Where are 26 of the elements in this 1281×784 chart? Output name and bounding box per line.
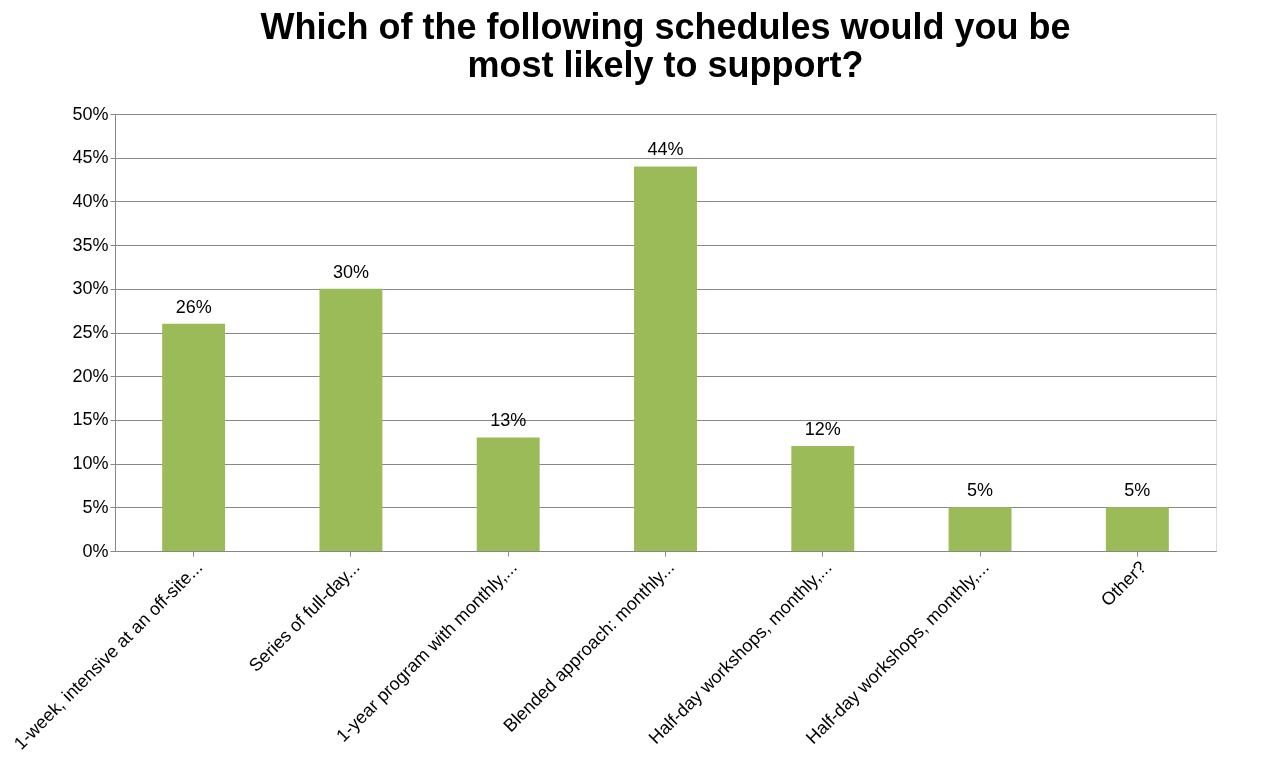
bar bbox=[1105, 507, 1169, 551]
y-tick-label: 50% bbox=[72, 103, 109, 124]
bar bbox=[319, 288, 383, 551]
y-tick-label: 25% bbox=[72, 322, 109, 342]
chart-title: Which of the following schedules would you be most likely to support? bbox=[260, 6, 1071, 85]
y-tick-label: 15% bbox=[72, 409, 109, 430]
y-tick-label: 30% bbox=[72, 278, 109, 299]
y-tick-label: 0% bbox=[82, 540, 109, 561]
data-label: 5% bbox=[967, 480, 994, 501]
data-label: 13% bbox=[490, 410, 527, 431]
bar bbox=[791, 446, 855, 551]
y-tick-label: 20% bbox=[72, 365, 109, 386]
y-tick-label: 5% bbox=[82, 496, 109, 517]
data-label: 44% bbox=[647, 139, 684, 160]
y-tick-label: 10% bbox=[72, 453, 109, 474]
y-tick-label: 45% bbox=[72, 147, 109, 168]
data-label: 26% bbox=[175, 296, 212, 317]
y-tick-label: 35% bbox=[72, 234, 109, 255]
bar bbox=[948, 507, 1012, 551]
data-label: 5% bbox=[1124, 480, 1151, 501]
y-tick-label: 40% bbox=[72, 190, 109, 211]
bar bbox=[476, 437, 540, 551]
bar bbox=[162, 323, 226, 551]
data-label: 12% bbox=[804, 419, 841, 440]
bar bbox=[634, 166, 697, 551]
data-label: 30% bbox=[332, 261, 369, 282]
